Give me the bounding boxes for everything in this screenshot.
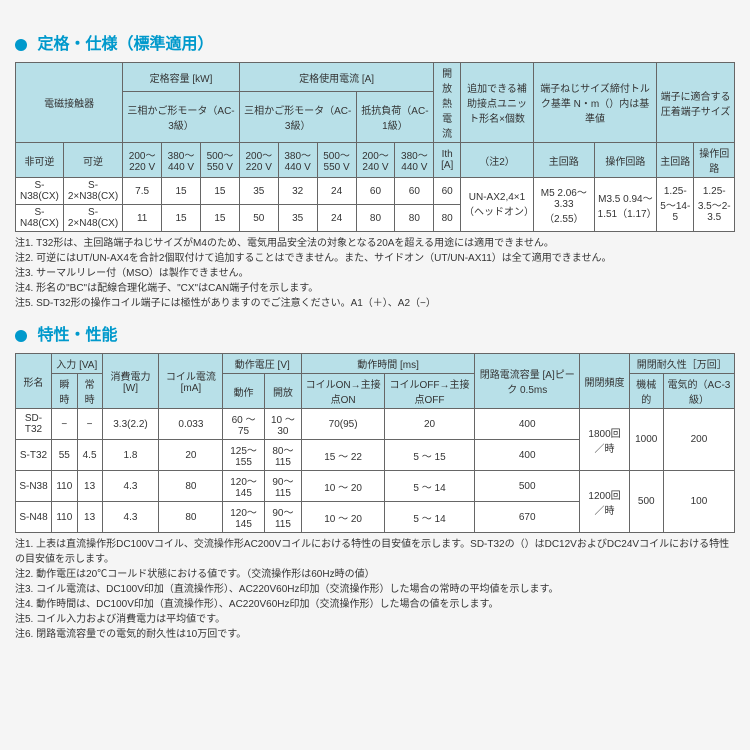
th-v4: 200〜220 V [239,143,278,178]
th-current: 定格使用電流 [A] [239,63,433,92]
th-rel: 開放 [264,374,301,409]
section2-title: 特性・性能 [15,321,735,345]
th-close: 閉路電流容量 [A]ピーク 0.5ms [474,354,580,409]
note: 注5. コイル入力および消費電力は平均値です。 [15,612,735,627]
table-row: S-N38 110 13 4.3 80 120～145 90～115 10 ～ … [16,471,735,502]
th-model: 形名 [16,354,52,409]
bullet-icon [15,330,27,342]
th-coil: コイル電流 [mA] [159,354,223,409]
title2-text: 特性・性能 [37,327,117,344]
th-screw: 端子ねじサイズ締付トルク基準 N・m（）内は基準値 [533,63,656,143]
note: 注4. 動作時間は、DC100V印加（直流操作形）、AC220V60Hz印加（交… [15,597,735,612]
th-op1: 操作回路 [594,143,656,178]
th-on: コイルON→主接点ON [302,374,385,409]
note: 注4. 形名の"BC"は配線合理化端子、"CX"はCAN端子付を示します。 [15,281,735,296]
section1-title: 定格・仕様（標準適用） [15,30,735,54]
note: 注2. 動作電圧は20℃コールド状態における値です。（交流操作形は60Hz時の値… [15,567,735,582]
table2: 形名 入力 [VA] 消費電力 [W] コイル電流 [mA] 動作電圧 [V] … [15,353,735,533]
th-nonrev: 非可逆 [16,143,64,178]
notes2: 注1. 上表は直流操作形DC100Vコイル、交流操作形AC200Vコイルにおける… [15,537,735,642]
th-main1: 主回路 [533,143,594,178]
note: 注2. 可逆にはUT/UN-AX4を合計2個取付けて追加することはできません。ま… [15,251,735,266]
th-note2: （注2） [461,143,534,178]
th-endur: 開閉耐久性［万回］ [629,354,734,374]
note: 注3. コイル電流は、DC100V印加（直流操作形）、AC220V60Hz印加（… [15,582,735,597]
th-capacity: 定格容量 [kW] [123,63,240,92]
table-row: S-N38(CX) S-2×N38(CX) 7.5 15 15 35 32 24… [16,178,735,205]
bullet-icon [15,39,27,51]
th-ith: Ith [A] [434,143,461,178]
th-volt: 動作電圧 [V] [223,354,302,374]
th-inst: 瞬時 [52,374,78,409]
th-terminal: 端子に適合する圧着端子サイズ [657,63,735,143]
note: 注5. SD-T32形の操作コイル端子には極性がありますのでご注意ください。A1… [15,296,735,311]
th-time: 動作時間 [ms] [302,354,475,374]
th-v5: 380〜440 V [278,143,317,178]
th-v2: 380〜440 V [162,143,201,178]
th-off: コイルOFF→主接点OFF [385,374,475,409]
th-mech: 機械的 [629,374,663,409]
th-v3: 500〜550 V [200,143,239,178]
th-res: 抵抗負荷（AC-1級） [356,92,434,143]
table-row: SD-T32 − − 3.3(2.2) 0.033 60 ～ 75 10 ～ 3… [16,409,735,440]
th-input: 入力 [VA] [52,354,103,374]
th-v1: 200〜220 V [123,143,162,178]
th-elec: 電気的（AC-3級） [663,374,734,409]
th-aux: 追加できる補助接点ユニット形名×個数 [461,63,534,143]
th-v6: 500〜550 V [317,143,356,178]
th-power: 消費電力 [W] [102,354,159,409]
th-main2: 主回路 [657,143,694,178]
th-motor2: 三相かご形モータ（AC-3級） [239,92,356,143]
table1: 電磁接触器 定格容量 [kW] 定格使用電流 [A] 開放熱電流 追加できる補助… [15,62,735,232]
th-motor1: 三相かご形モータ（AC-3級） [123,92,240,143]
note: 注6. 閉路電流容量での電気的耐久性は10万回です。 [15,627,735,642]
th-v7: 200〜240 V [356,143,395,178]
th-op2: 操作回路 [694,143,735,178]
note: 注1. 上表は直流操作形DC100Vコイル、交流操作形AC200Vコイルにおける… [15,537,735,567]
th-cont: 常時 [77,374,102,409]
title1-text: 定格・仕様（標準適用） [37,36,213,53]
notes1: 注1. T32形は、主回路端子ねじサイズがM4のため、電気用品安全法の対象となる… [15,236,735,311]
th-freq: 開閉頻度 [580,354,629,409]
th-heat: 開放熱電流 [434,63,461,143]
th-opv: 動作 [223,374,264,409]
th-rev: 可逆 [63,143,122,178]
th-v8: 380〜440 V [395,143,434,178]
note: 注3. サーマルリレー付（MSO）は製作できません。 [15,266,735,281]
th-contactor: 電磁接触器 [16,63,123,143]
note: 注1. T32形は、主回路端子ねじサイズがM4のため、電気用品安全法の対象となる… [15,236,735,251]
